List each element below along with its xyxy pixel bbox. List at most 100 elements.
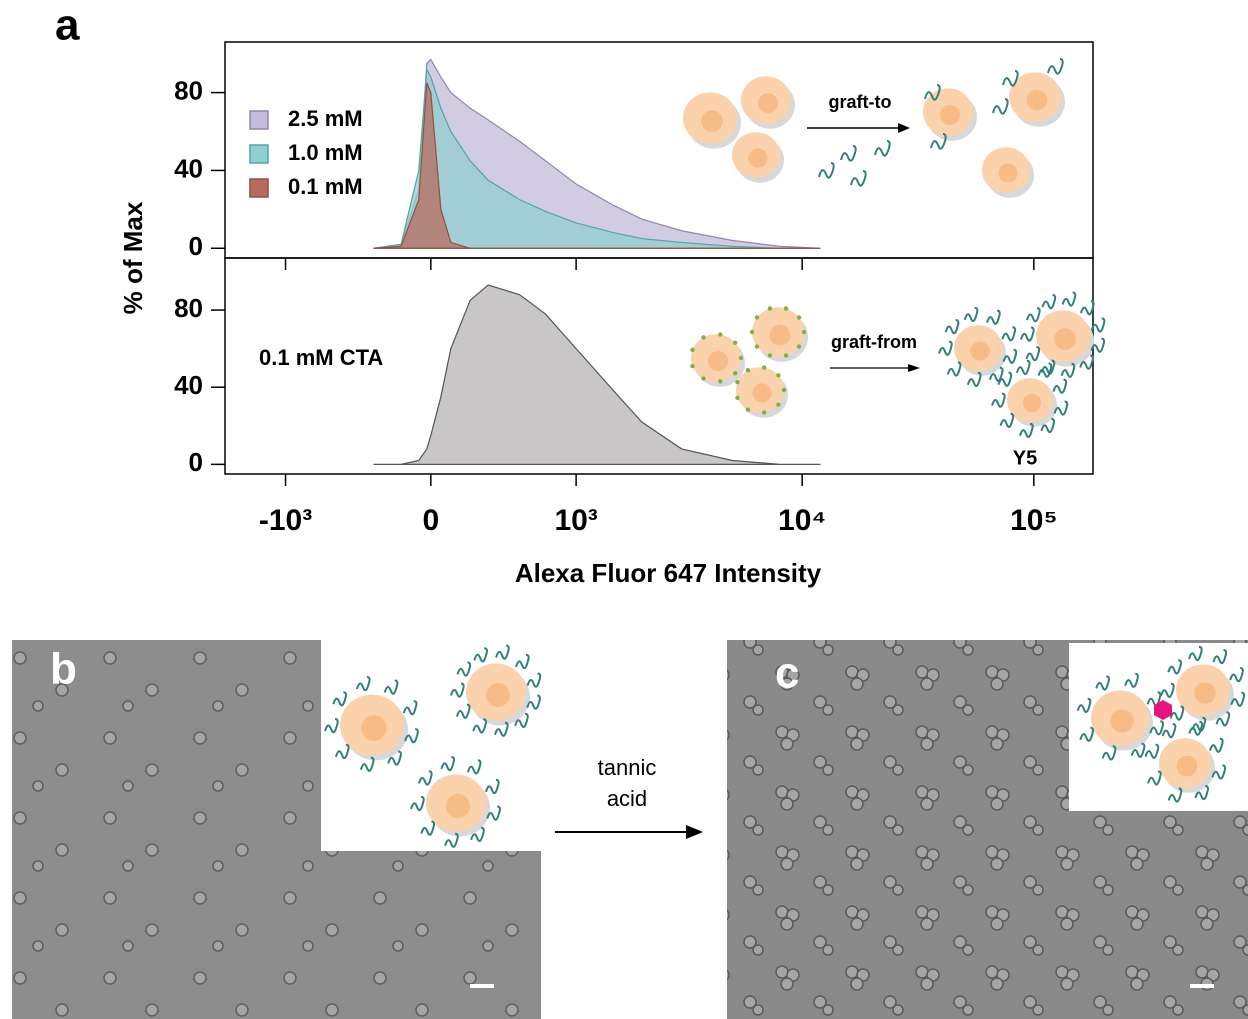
polymer	[1215, 711, 1231, 727]
x-axis-label: Alexa Fluor 647 Intensity	[515, 558, 822, 588]
polymer	[1061, 291, 1077, 307]
polymer	[1161, 723, 1177, 739]
legend-label: 0.1 mM	[288, 174, 363, 199]
cta-dot	[796, 344, 802, 349]
polymer	[818, 162, 835, 179]
cell-illustration	[1020, 291, 1106, 378]
cell-illustration	[1144, 720, 1227, 803]
polymer	[1124, 672, 1139, 688]
polymer	[1212, 648, 1228, 665]
nucleus	[361, 715, 387, 741]
polymer	[1209, 737, 1224, 753]
cta-dot	[745, 407, 751, 412]
polymer	[1025, 346, 1041, 362]
plot-frame	[224, 257, 1094, 475]
polymer	[495, 644, 510, 660]
polymer	[526, 694, 541, 710]
polymer	[355, 676, 371, 692]
polymer	[840, 145, 857, 162]
polymer	[334, 743, 350, 760]
legend-label: 2.5 mM	[288, 106, 363, 131]
cell-illustration	[938, 306, 1018, 387]
y-tick-label: 0	[189, 447, 203, 477]
polymer	[1130, 742, 1146, 758]
polymer	[966, 371, 982, 387]
arrow-label: tannic acid	[597, 755, 657, 811]
polymer	[874, 140, 891, 157]
crosslinker	[1154, 700, 1172, 720]
annotation: Y5	[1013, 447, 1037, 469]
polymer	[1079, 726, 1095, 742]
area	[373, 67, 821, 249]
polymer	[450, 682, 465, 698]
cta-dot	[776, 402, 781, 407]
polymer	[850, 170, 867, 187]
polymer	[410, 795, 425, 812]
cell-illustration	[735, 365, 788, 418]
polymer	[1026, 307, 1041, 323]
cta-dot	[735, 395, 740, 400]
legend-swatch	[249, 110, 269, 130]
polymer	[1052, 378, 1068, 394]
nucleus	[1194, 682, 1216, 704]
y-tick-label: 40	[174, 370, 203, 400]
polymer	[930, 133, 947, 150]
polymer	[332, 691, 347, 707]
polymer	[988, 366, 1004, 382]
cta-dot	[732, 371, 738, 376]
polymer	[1020, 326, 1035, 342]
annotation: graft-to	[829, 92, 892, 112]
cta-dot	[761, 410, 767, 415]
polymer	[440, 755, 456, 772]
nucleus	[701, 110, 723, 132]
polymer	[1015, 359, 1031, 375]
nucleus	[446, 794, 470, 818]
cta-dot	[701, 376, 706, 381]
cell-illustration	[690, 332, 745, 387]
polymer	[1090, 337, 1106, 353]
polymer	[1230, 691, 1246, 707]
annotation: graft-from	[831, 332, 917, 352]
cta-dot	[701, 335, 706, 340]
panel-label: c	[775, 649, 799, 698]
cta-dot	[754, 315, 760, 320]
cta-dot	[761, 365, 767, 370]
cta-dot	[690, 347, 695, 353]
cell-illustration	[450, 644, 542, 737]
cell-illustration	[749, 306, 808, 362]
polymer	[1019, 422, 1034, 438]
cta-dot	[767, 306, 773, 311]
polymer	[1147, 770, 1162, 786]
polymer	[999, 412, 1015, 428]
x-tick-label: 10⁴	[778, 504, 826, 537]
area	[373, 284, 821, 465]
polymer	[1079, 354, 1094, 370]
cell-illustration	[991, 359, 1069, 438]
nucleus	[769, 324, 791, 346]
polymer	[938, 340, 953, 356]
nucleus	[998, 163, 1018, 183]
polymer	[404, 728, 419, 744]
cta-dot	[732, 340, 738, 345]
nucleus	[1026, 89, 1048, 111]
x-tick-label: 10⁵	[1010, 504, 1057, 537]
polymer	[484, 778, 500, 795]
polymer	[1167, 659, 1182, 675]
polymer	[514, 712, 529, 729]
polymer	[1194, 784, 1209, 801]
nucleus	[940, 105, 960, 125]
polymer	[1229, 667, 1244, 683]
cta-dot	[745, 368, 751, 373]
nucleus	[1022, 393, 1042, 413]
nucleus	[708, 351, 728, 371]
polymer	[1040, 359, 1056, 375]
cta-dot	[783, 353, 789, 358]
cta-dot	[690, 363, 695, 369]
cell-illustration	[982, 147, 1034, 198]
polymer	[1101, 745, 1117, 761]
polymer	[1188, 720, 1203, 736]
polymer	[946, 361, 962, 377]
cell-illustration	[683, 92, 741, 149]
x-tick-label: 0	[422, 504, 439, 537]
